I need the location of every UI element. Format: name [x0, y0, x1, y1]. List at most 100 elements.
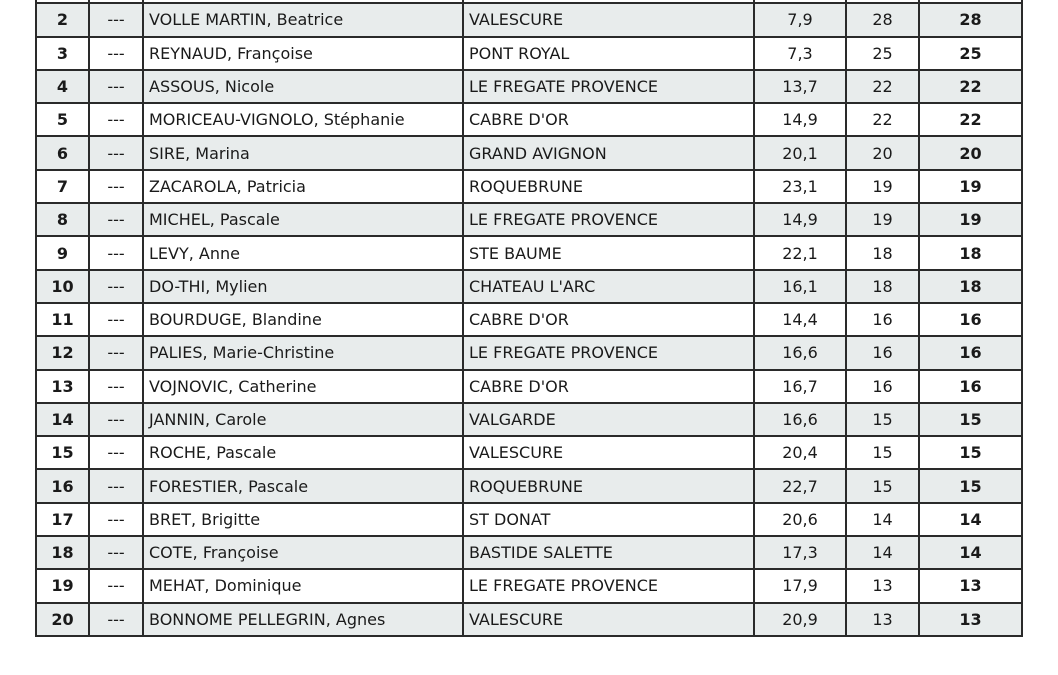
rank-cell: 14 — [35, 401, 90, 438]
total-cell: 14 — [918, 535, 1023, 571]
handicap-cell: 16,1 — [753, 268, 847, 304]
player-name-cell: VOJNOVIC, Catherine — [142, 368, 464, 404]
club-cell: ST DONAT — [462, 501, 755, 538]
club-cell: LE FREGATE PROVENCE — [462, 68, 755, 105]
rank-cell: 7 — [35, 168, 90, 205]
club-cell: GRAND AVIGNON — [462, 135, 755, 171]
flag-cell: --- — [88, 601, 144, 637]
player-name-cell: MEHAT, Dominique — [142, 568, 464, 604]
score-cell: 19 — [845, 168, 920, 205]
table-row: 9 --- LEVY, Anne STE BAUME 22,1 18 18 — [35, 235, 1023, 271]
score-cell: 18 — [845, 235, 920, 271]
score-cell: 13 — [845, 568, 920, 604]
rank-cell: 20 — [35, 601, 90, 637]
total-cell: 22 — [918, 68, 1023, 105]
player-name-cell: BOURDUGE, Blandine — [142, 301, 464, 338]
score-cell: 16 — [845, 335, 920, 371]
flag-cell: --- — [88, 202, 144, 238]
score-cell: 22 — [845, 68, 920, 105]
handicap-cell: 16,7 — [753, 368, 847, 404]
club-cell: CABRE D'OR — [462, 102, 755, 138]
rank-cell: 2 — [35, 2, 90, 38]
flag-cell: --- — [88, 68, 144, 105]
score-cell: 15 — [845, 401, 920, 438]
score-cell: 14 — [845, 501, 920, 538]
score-cell: 18 — [845, 268, 920, 304]
club-cell: CHATEAU L'ARC — [462, 268, 755, 304]
score-cell: 19 — [845, 202, 920, 238]
total-cell: 22 — [918, 102, 1023, 138]
flag-cell: --- — [88, 301, 144, 338]
table-row: 14 --- JANNIN, Carole VALGARDE 16,6 15 15 — [35, 401, 1023, 438]
flag-cell: --- — [88, 501, 144, 538]
club-cell: ROQUEBRUNE — [462, 168, 755, 205]
club-cell: CABRE D'OR — [462, 368, 755, 404]
table-row: 17 --- BRET, Brigitte ST DONAT 20,6 14 14 — [35, 501, 1023, 538]
handicap-cell: 17,3 — [753, 535, 847, 571]
handicap-cell: 13,7 — [753, 68, 847, 105]
table-row: 6 --- SIRE, Marina GRAND AVIGNON 20,1 20 20 — [35, 135, 1023, 171]
handicap-cell: 16,6 — [753, 401, 847, 438]
handicap-cell — [753, 0, 847, 5]
table-row: 3 --- REYNAUD, Françoise PONT ROYAL 7,3 25 25 — [35, 35, 1023, 71]
total-cell: 15 — [918, 435, 1023, 471]
table-row: 20 --- BONNOME PELLEGRIN, Agnes VALESCURE 20… — [35, 601, 1023, 637]
player-name-cell: ZACAROLA, Patricia — [142, 168, 464, 205]
total-cell: 13 — [918, 601, 1023, 637]
rank-cell: 19 — [35, 568, 90, 604]
table-row: 1 — [35, 0, 1023, 5]
table-row: 15 --- ROCHE, Pascale VALESCURE 20,4 15 15 — [35, 435, 1023, 471]
total-cell: 13 — [918, 568, 1023, 604]
player-name-cell: MICHEL, Pascale — [142, 202, 464, 238]
rank-cell: 9 — [35, 235, 90, 271]
flag-cell: --- — [88, 401, 144, 438]
flag-cell: --- — [88, 435, 144, 471]
total-cell: 18 — [918, 235, 1023, 271]
club-cell: VALESCURE — [462, 435, 755, 471]
flag-cell: --- — [88, 468, 144, 504]
handicap-cell: 16,6 — [753, 335, 847, 371]
player-name-cell: VOLLE MARTIN, Beatrice — [142, 2, 464, 38]
flag-cell: --- — [88, 168, 144, 205]
table-row: 18 --- COTE, Françoise BASTIDE SALETTE 17,3 1… — [35, 535, 1023, 571]
rank-cell: 5 — [35, 102, 90, 138]
player-name-cell: ROCHE, Pascale — [142, 435, 464, 471]
score-cell: 16 — [845, 368, 920, 404]
flag-cell — [88, 0, 144, 5]
flag-cell: --- — [88, 568, 144, 604]
club-cell: VALGARDE — [462, 401, 755, 438]
club-cell: ROQUEBRUNE — [462, 468, 755, 504]
handicap-cell: 14,9 — [753, 202, 847, 238]
club-cell: CABRE D'OR — [462, 301, 755, 338]
club-cell: BASTIDE SALETTE — [462, 535, 755, 571]
player-name-cell: DO-THI, Mylien — [142, 268, 464, 304]
score-cell: 22 — [845, 102, 920, 138]
player-name-cell: FORESTIER, Pascale — [142, 468, 464, 504]
table-row: 11 --- BOURDUGE, Blandine CABRE D'OR 14,4 16 1… — [35, 301, 1023, 338]
rank-cell: 12 — [35, 335, 90, 371]
table-row: 4 --- ASSOUS, Nicole LE FREGATE PROVENCE 13,… — [35, 68, 1023, 105]
club-cell: STE BAUME — [462, 235, 755, 271]
player-name-cell: COTE, Françoise — [142, 535, 464, 571]
rank-cell: 1 — [35, 0, 90, 5]
total-cell — [918, 0, 1023, 5]
handicap-cell: 17,9 — [753, 568, 847, 604]
player-name-cell — [142, 0, 464, 5]
handicap-cell: 22,1 — [753, 235, 847, 271]
total-cell: 25 — [918, 35, 1023, 71]
club-cell: LE FREGATE PROVENCE — [462, 568, 755, 604]
handicap-cell: 14,9 — [753, 102, 847, 138]
score-cell: 13 — [845, 601, 920, 637]
score-cell: 15 — [845, 468, 920, 504]
score-cell: 20 — [845, 135, 920, 171]
table-row: 5 --- MORICEAU-VIGNOLO, Stéphanie CABRE D'O… — [35, 102, 1023, 138]
rank-cell: 10 — [35, 268, 90, 304]
score-cell: 16 — [845, 301, 920, 338]
handicap-cell: 20,1 — [753, 135, 847, 171]
rank-cell: 11 — [35, 301, 90, 338]
club-cell: LE FREGATE PROVENCE — [462, 202, 755, 238]
player-name-cell: REYNAUD, Françoise — [142, 35, 464, 71]
table-row: 12 --- PALIES, Marie-Christine LE FREGATE P… — [35, 335, 1023, 371]
score-cell: 28 — [845, 2, 920, 38]
flag-cell: --- — [88, 135, 144, 171]
